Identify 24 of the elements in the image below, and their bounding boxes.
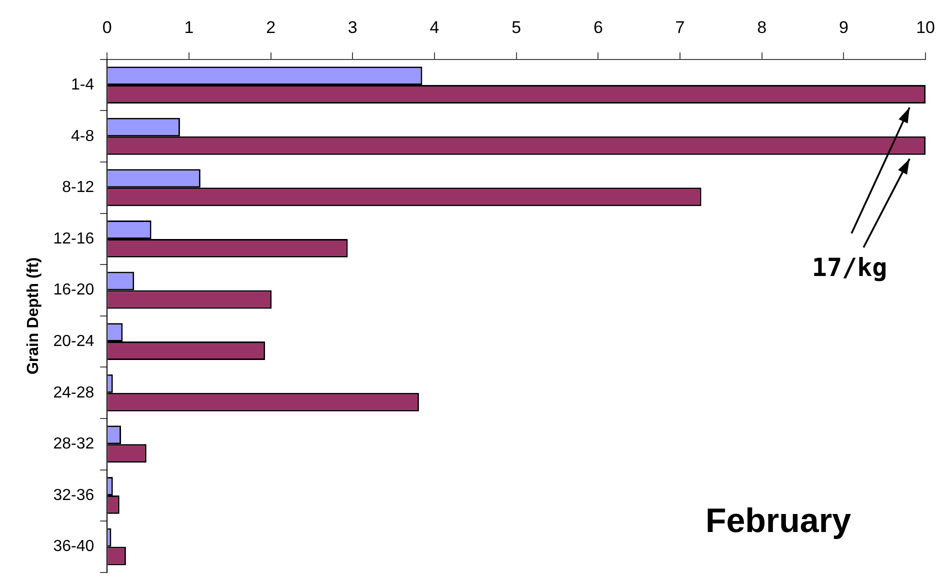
x-tick-label: 6: [593, 18, 603, 37]
annotation: February: [705, 502, 852, 540]
x-tick-label: 0: [102, 18, 112, 37]
y-tick-label: 8-12: [62, 179, 94, 196]
x-tick-label: 9: [838, 18, 848, 37]
x-tick-label: 3: [348, 18, 358, 37]
y-tick-label: 1-4: [70, 76, 94, 94]
x-tick-label: 1: [184, 18, 194, 37]
y-tick-label: 4-8: [70, 128, 94, 145]
x-tick-label: 8: [757, 18, 767, 37]
y-axis-title: Grain Depth (ft): [25, 257, 42, 375]
x-tick-label: 4: [430, 18, 440, 37]
y-tick-label: 12-16: [53, 230, 94, 248]
x-tick-label: 5: [512, 18, 522, 37]
x-tick-label: 7: [675, 18, 685, 37]
y-tick-label: 20-24: [53, 332, 94, 350]
x-tick-label: 10: [916, 18, 936, 37]
y-tick-label: 16-20: [53, 282, 94, 299]
y-tick-label: 36-40: [53, 538, 94, 556]
y-tick-label: 24-28: [53, 384, 94, 402]
y-tick-label: 28-32: [53, 436, 94, 453]
annotation: 17/kg: [812, 252, 888, 282]
y-tick-label: 32-36: [53, 486, 94, 504]
x-tick-label: 2: [266, 18, 276, 37]
